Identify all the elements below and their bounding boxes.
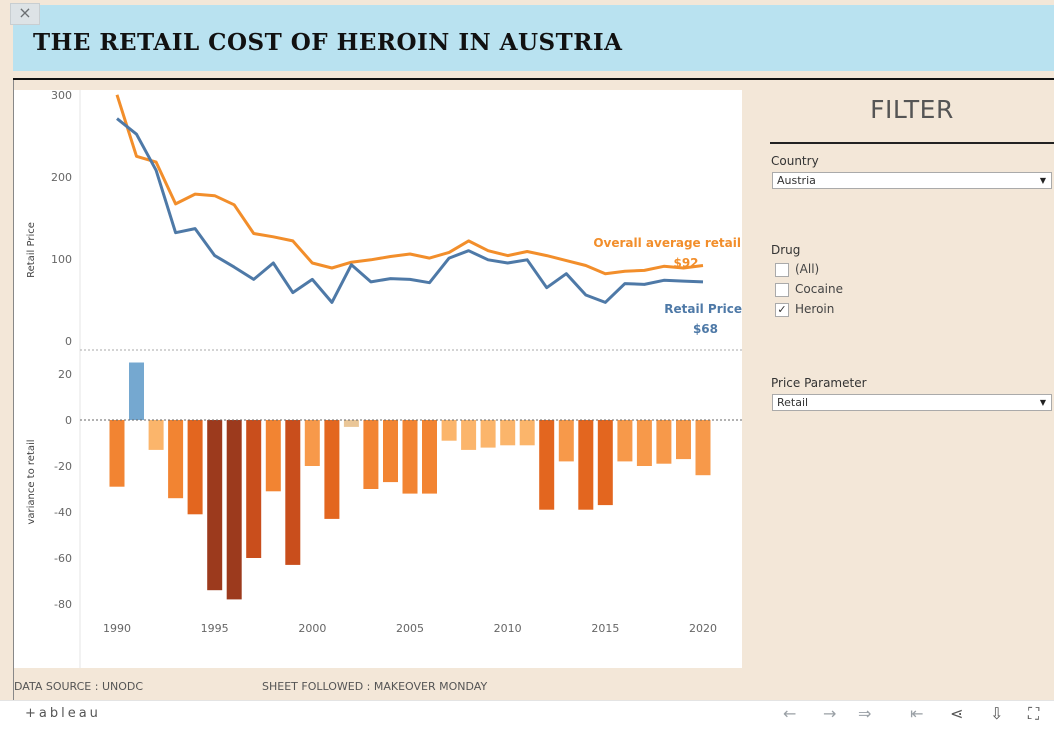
- variance-bar: [246, 420, 262, 558]
- checkbox[interactable]: [775, 283, 789, 297]
- x-tick-label: 2020: [689, 622, 717, 635]
- filter-heading: FILTER: [870, 95, 954, 124]
- price-parameter-value: Retail: [777, 396, 809, 409]
- share-icon[interactable]: ⋖: [950, 704, 964, 723]
- x-tick-label: 2005: [396, 622, 424, 635]
- variance-bar: [324, 420, 340, 519]
- y-tick-label: -40: [54, 506, 72, 519]
- series-label-average: Overall average retail: [593, 236, 741, 250]
- x-tick-label: 1990: [103, 622, 131, 635]
- country-value: Austria: [777, 174, 816, 187]
- filter-divider: [770, 142, 1054, 144]
- y-tick-label: 300: [51, 90, 72, 102]
- y-tick-label: 0: [65, 335, 72, 348]
- y-tick-label: -20: [54, 460, 72, 473]
- x-tick-label: 2015: [591, 622, 619, 635]
- series-label-retail: Retail Price: [664, 302, 742, 316]
- reset-icon[interactable]: ⇤: [910, 704, 924, 723]
- x-tick-label: 1995: [201, 622, 229, 635]
- variance-bar: [226, 420, 242, 600]
- variance-bar: [129, 362, 144, 420]
- close-icon[interactable]: ×: [10, 3, 40, 25]
- fullscreen-icon[interactable]: ⛶: [1028, 704, 1040, 723]
- y-axis-label: variance to retail: [26, 439, 37, 524]
- price-parameter-dropdown[interactable]: Retail ▼: [772, 394, 1052, 411]
- variance-bar: [207, 420, 223, 591]
- variance-bar: [402, 420, 418, 494]
- chevron-down-icon: ▼: [1039, 398, 1046, 407]
- variance-bar: [304, 420, 320, 466]
- y-tick-label: 20: [58, 368, 72, 381]
- checkbox[interactable]: [775, 263, 789, 277]
- variance-bar: [578, 420, 594, 510]
- x-tick-label: 2010: [494, 622, 522, 635]
- chevron-down-icon: ▼: [1039, 176, 1046, 185]
- sheet-credit-text: SHEET FOLLOWED : MAKEOVER MONDAY: [262, 680, 488, 693]
- checkmark-icon[interactable]: ✓: [775, 303, 789, 317]
- y-tick-label: 0: [65, 414, 72, 427]
- drug-label: Drug: [771, 243, 801, 257]
- variance-bar: [695, 420, 711, 476]
- drug-option-label: Cocaine: [795, 282, 843, 296]
- left-border: [13, 80, 14, 700]
- series-value-average: $92: [673, 256, 698, 270]
- variance-bar: [461, 420, 477, 450]
- price-parameter-label: Price Parameter: [771, 376, 867, 390]
- variance-bar: [480, 420, 496, 448]
- variance-bar: [187, 420, 203, 515]
- y-tick-label: -60: [54, 552, 72, 565]
- title-bar: THE RETAIL COST OF HEROIN IN AUSTRIA: [13, 5, 1054, 71]
- variance-bar: [422, 420, 437, 494]
- tableau-logo[interactable]: +ableau: [25, 706, 101, 721]
- variance-bar: [285, 420, 301, 565]
- variance-bar: [148, 420, 164, 450]
- title-divider: [13, 78, 1054, 80]
- variance-bar: [363, 420, 379, 489]
- y-tick-label: 200: [51, 171, 72, 184]
- variance-bar: [265, 420, 281, 492]
- variance-bar: [558, 420, 574, 462]
- toolbar: +ableau ← → ⇒ ⇤ ⋖ ⇩ ⛶: [0, 700, 1054, 730]
- variance-bar: [109, 420, 125, 487]
- undo-icon[interactable]: ←: [783, 704, 797, 723]
- chart-panel: 0 100 200 300 Retail Price Overall average re…: [14, 90, 742, 668]
- redo-icon[interactable]: →: [823, 704, 837, 723]
- drug-option-label: (All): [795, 262, 820, 276]
- variance-bar: [656, 420, 672, 464]
- data-source-text: DATA SOURCE : UNODC: [14, 680, 144, 693]
- variance-bar: [676, 420, 691, 460]
- variance-bar: [441, 420, 457, 441]
- variance-bar: [636, 420, 652, 466]
- series-line-retail: [116, 117, 704, 304]
- variance-bar: [519, 420, 535, 446]
- page-title: THE RETAIL COST OF HEROIN IN AUSTRIA: [33, 29, 623, 56]
- variance-bar: [343, 420, 359, 427]
- series-value-retail: $68: [693, 322, 718, 336]
- y-tick-label: -80: [54, 598, 72, 611]
- variance-bar: [597, 420, 613, 506]
- variance-bar: [617, 420, 633, 462]
- variance-bar: [539, 420, 555, 510]
- y-tick-label: 100: [51, 253, 72, 266]
- x-tick-label: 2000: [298, 622, 326, 635]
- variance-bar: [383, 420, 398, 483]
- y-axis-label: Retail Price: [26, 222, 37, 278]
- revert-icon[interactable]: ⇒: [858, 704, 872, 723]
- country-label: Country: [771, 154, 819, 168]
- drug-option-label: Heroin: [795, 302, 835, 316]
- variance-bar: [500, 420, 516, 446]
- series-line-average: [115, 94, 704, 276]
- download-icon[interactable]: ⇩: [990, 704, 1004, 723]
- variance-bar: [168, 420, 184, 499]
- country-dropdown[interactable]: Austria ▼: [772, 172, 1052, 189]
